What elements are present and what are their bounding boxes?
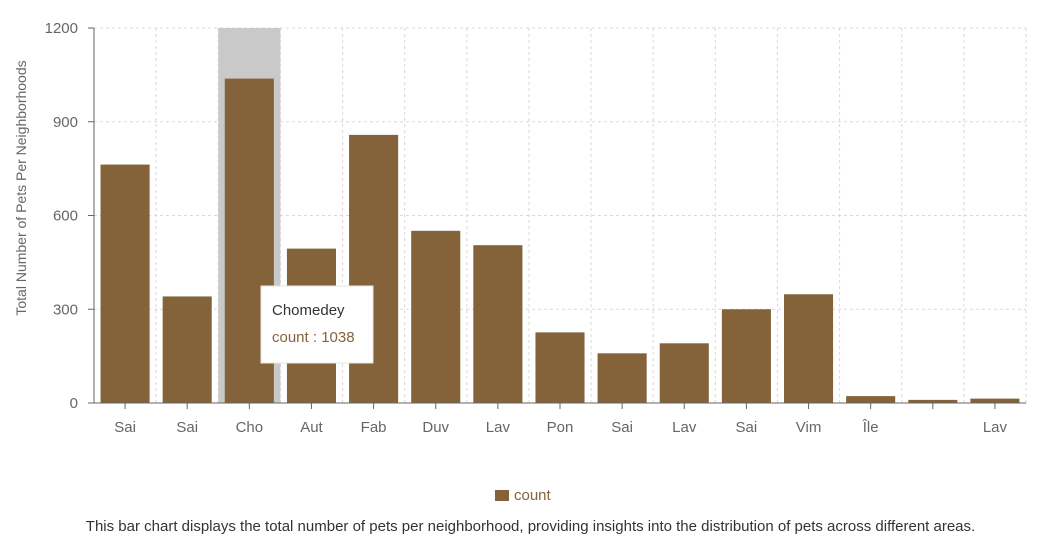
y-tick-label: 1200 — [45, 20, 78, 37]
legend[interactable]: count — [495, 487, 552, 504]
x-tick-label: Pon — [547, 419, 574, 436]
y-axis-title: Total Number of Pets Per Neighborhoods — [13, 60, 29, 315]
tooltip-value: count : 1038 — [272, 329, 355, 346]
y-tick-label: 300 — [53, 301, 78, 318]
bar — [411, 230, 461, 403]
legend-swatch — [495, 490, 509, 501]
bar — [100, 164, 150, 403]
x-tick-label: Cho — [236, 419, 264, 436]
x-tick-label: Sai — [736, 419, 758, 436]
x-tick-label: Vim — [796, 419, 822, 436]
bar — [846, 396, 896, 403]
bar — [473, 245, 523, 403]
bar — [721, 309, 771, 403]
y-tick-label: 0 — [70, 395, 78, 412]
bar — [659, 343, 709, 403]
tooltip-box — [260, 285, 374, 364]
x-tick-label: Sai — [176, 419, 198, 436]
x-tick-label: Aut — [300, 419, 323, 436]
y-tick-label: 900 — [53, 114, 78, 131]
bar — [908, 399, 958, 403]
bar — [783, 294, 834, 403]
chart-caption: This bar chart displays the total number… — [85, 518, 976, 535]
tooltip-title: Chomedey — [272, 302, 345, 319]
x-tick-label: Fab — [361, 419, 387, 436]
x-tick-label: Lav — [486, 419, 511, 436]
x-tick-label: Lav — [983, 419, 1008, 436]
axes-layer — [88, 27, 1026, 409]
tooltip: Chomedey count : 1038 — [260, 285, 374, 364]
y-tick-label: 600 — [53, 208, 78, 225]
bar — [162, 296, 212, 403]
bar — [970, 398, 1020, 403]
ticks-layer: 0 300 600 900 1200 Sai Sai Cho Aut Fab Duv Lav Pon Sa… — [45, 20, 1008, 436]
bar — [597, 353, 647, 403]
x-tick-label: Lav — [672, 419, 697, 436]
bar — [535, 332, 585, 403]
x-tick-label: Duv — [422, 419, 449, 436]
x-tick-label: Île — [862, 419, 879, 436]
chart-svg: 0 300 600 900 1200 Sai Sai Cho Aut Fab Duv Lav Pon Sa… — [13, 20, 1027, 504]
bars-layer — [100, 78, 1020, 403]
legend-label: count — [514, 487, 552, 504]
x-tick-label: Sai — [114, 419, 136, 436]
x-tick-label: Sai — [611, 419, 633, 436]
